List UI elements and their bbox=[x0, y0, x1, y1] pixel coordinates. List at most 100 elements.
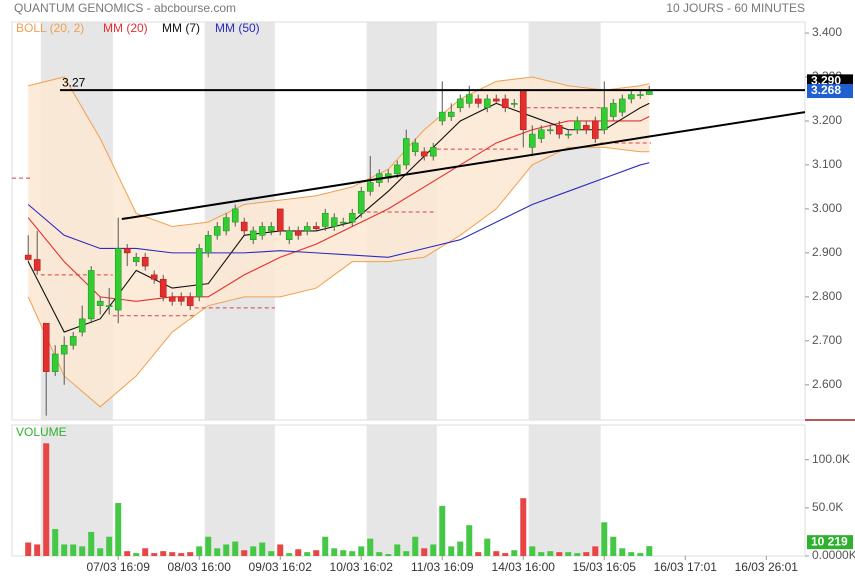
candle-body bbox=[402, 138, 410, 166]
last-value-box bbox=[807, 84, 853, 99]
volume-bar bbox=[403, 551, 410, 556]
volume-bar bbox=[286, 553, 293, 556]
candle-body bbox=[465, 94, 473, 104]
volume-bar bbox=[466, 525, 473, 556]
y-tick-label: 100.0K bbox=[812, 452, 850, 466]
candle-body bbox=[276, 208, 284, 232]
candle-body bbox=[393, 164, 401, 175]
candle-body bbox=[222, 217, 230, 232]
candle-body bbox=[312, 226, 320, 229]
volume-bar bbox=[79, 546, 86, 556]
candle-body bbox=[51, 353, 59, 372]
volume-bar bbox=[439, 505, 446, 556]
candle-body bbox=[321, 213, 329, 227]
y-tick-label: 3.400 bbox=[812, 25, 842, 39]
volume-bar bbox=[61, 544, 68, 556]
volume-bar bbox=[520, 498, 527, 556]
volume-bar bbox=[52, 529, 59, 556]
legend-entry: MM (7) bbox=[162, 21, 200, 35]
candle-body bbox=[240, 221, 248, 232]
y-tick-label: 3.200 bbox=[812, 113, 842, 127]
candle-body bbox=[501, 98, 509, 109]
candle-body bbox=[627, 94, 635, 100]
volume-bar bbox=[547, 551, 554, 556]
volume-bar bbox=[43, 443, 50, 556]
volume-bar bbox=[367, 538, 374, 556]
volume-bar bbox=[556, 552, 563, 556]
candle-body bbox=[186, 296, 194, 306]
candle-body bbox=[24, 254, 32, 260]
candle-body bbox=[60, 344, 68, 355]
volume-bar bbox=[259, 542, 266, 556]
price-panel bbox=[11, 21, 806, 421]
candle-body bbox=[69, 336, 77, 346]
chart-title: QUANTUM GENOMICS - abcbourse.com bbox=[14, 1, 236, 15]
candle-body bbox=[537, 129, 545, 139]
candle-body bbox=[591, 120, 599, 139]
candle-body bbox=[492, 98, 500, 102]
volume-bar bbox=[637, 553, 644, 556]
y-tick-label: 0.0000K bbox=[812, 548, 855, 562]
volume-bar bbox=[475, 552, 482, 556]
volume-bar bbox=[187, 552, 194, 556]
session-shade bbox=[40, 425, 113, 556]
candle-body bbox=[33, 259, 41, 271]
candle-body bbox=[330, 217, 338, 227]
candle-body bbox=[294, 230, 302, 236]
x-tick-label: 16/03 26:01 bbox=[735, 560, 799, 574]
candle-body bbox=[600, 107, 608, 131]
band-upper bbox=[28, 76, 650, 228]
volume-bar bbox=[376, 552, 383, 556]
session-shade bbox=[528, 425, 601, 556]
ma-line bbox=[27, 162, 650, 258]
candle-body bbox=[213, 226, 221, 236]
x-tick-label: 16/03 17:01 bbox=[654, 560, 718, 574]
y-tick-label: 2.800 bbox=[812, 289, 842, 303]
volume-bar bbox=[178, 553, 185, 556]
volume-bar bbox=[70, 544, 77, 556]
volume-bar bbox=[151, 553, 158, 556]
candle-body bbox=[231, 208, 239, 223]
candle-body bbox=[645, 90, 653, 95]
trendline bbox=[121, 111, 806, 221]
candle-body bbox=[483, 98, 491, 109]
volume-bar bbox=[124, 551, 131, 556]
candle-body bbox=[150, 274, 158, 280]
y-tick-label: 50.0K bbox=[812, 500, 843, 514]
last-volume-label: 10 219 bbox=[811, 534, 848, 548]
x-tick-label: 10/03 16:02 bbox=[330, 560, 394, 574]
candle-body bbox=[609, 103, 617, 117]
candle-body bbox=[519, 89, 527, 131]
volume-bar bbox=[583, 552, 590, 556]
volume-bar bbox=[457, 541, 464, 556]
candle-body bbox=[510, 103, 518, 105]
candle-body bbox=[249, 230, 257, 240]
candle-body bbox=[114, 248, 122, 311]
x-tick-label: 15/03 16:05 bbox=[573, 560, 637, 574]
volume-bar bbox=[34, 544, 41, 556]
candle-body bbox=[564, 133, 572, 136]
candle-body bbox=[357, 191, 365, 214]
last-value-label: 3.268 bbox=[811, 83, 841, 97]
candle-body bbox=[267, 226, 275, 232]
candle-body bbox=[438, 111, 446, 122]
y-tick-label: 2.900 bbox=[812, 245, 842, 259]
volume-bar bbox=[214, 548, 221, 556]
volume-bar bbox=[106, 536, 113, 556]
candle-body bbox=[474, 98, 482, 104]
candle-body bbox=[582, 125, 590, 131]
volume-bar bbox=[322, 536, 329, 556]
volume-bar bbox=[619, 548, 626, 556]
volume-bar bbox=[196, 546, 203, 556]
band-lower bbox=[27, 146, 650, 408]
volume-bar bbox=[628, 552, 635, 556]
volume-bar bbox=[268, 551, 275, 556]
volume-bar bbox=[295, 549, 302, 556]
session-shade bbox=[366, 425, 437, 556]
volume-bar bbox=[358, 546, 365, 556]
candle-body bbox=[555, 125, 563, 135]
x-tick-label: 14/03 16:00 bbox=[492, 560, 556, 574]
candle-body bbox=[132, 256, 140, 262]
candle-body bbox=[105, 305, 113, 307]
